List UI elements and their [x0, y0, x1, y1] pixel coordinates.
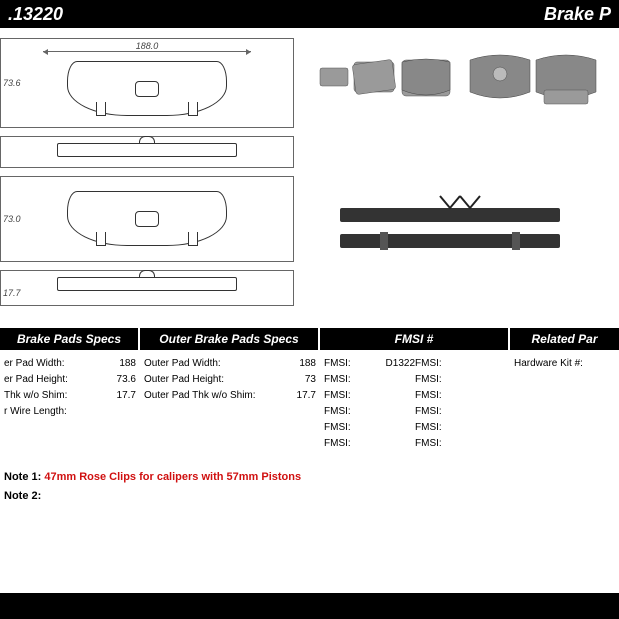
- fmsi-left-row: FMSI:: [324, 388, 415, 404]
- outer-spec-value: 17.7: [291, 388, 316, 404]
- header-related: Related Par: [510, 328, 619, 350]
- fmsi-right-value: [500, 372, 506, 388]
- inner-spec-value: [130, 404, 136, 420]
- part-number: .13220: [6, 4, 63, 25]
- bottom-bar: [0, 593, 619, 619]
- fmsi-left-row: FMSI:D1322: [324, 356, 415, 372]
- outer-spec-label: Outer Pad Thk w/o Shim:: [144, 388, 291, 404]
- outer-spec-row: Outer Pad Width:188: [144, 356, 316, 372]
- related-row: Hardware Kit #:: [514, 356, 615, 372]
- inner-spec-row: er Pad Height:73.6: [4, 372, 136, 388]
- inner-spec-value: 188: [113, 356, 136, 372]
- product-photo-svg: [310, 38, 610, 328]
- fmsi-right-row: FMSI:: [415, 404, 506, 420]
- fmsi-right-label: FMSI:: [415, 388, 500, 404]
- inner-spec-label: r Wire Length:: [4, 404, 130, 420]
- note-row: Note 1: 47mm Rose Clips for calipers wit…: [4, 468, 615, 487]
- pad-outline-2: [67, 191, 227, 246]
- outer-spec-row: Outer Pad Thk w/o Shim:17.7: [144, 388, 316, 404]
- main-content: 188.0 73.6 73.0 17.7: [0, 28, 619, 328]
- fmsi-right-value: [500, 404, 506, 420]
- fmsi-right-value: [500, 388, 506, 404]
- category-label: Brake P: [544, 4, 613, 25]
- outer-spec-value: 188: [293, 356, 316, 372]
- fmsi-right-label: FMSI:: [415, 356, 500, 372]
- fmsi-right-label: FMSI:: [415, 372, 500, 388]
- inner-specs-col: er Pad Width:188er Pad Height:73.6Thk w/…: [0, 350, 140, 458]
- diagram-pad-1: 188.0 73.6: [0, 38, 294, 128]
- side-view-2: [57, 277, 237, 291]
- dim-thickness: 17.7: [3, 288, 21, 298]
- technical-diagrams: 188.0 73.6 73.0 17.7: [0, 28, 300, 328]
- header-inner-specs: Brake Pads Specs: [0, 328, 140, 350]
- spec-body: er Pad Width:188er Pad Height:73.6Thk w/…: [0, 350, 619, 458]
- outer-spec-row: Outer Pad Height:73: [144, 372, 316, 388]
- fmsi-right-value: [500, 356, 506, 372]
- inner-spec-row: er Pad Width:188: [4, 356, 136, 372]
- fmsi-left-label: FMSI:: [324, 404, 409, 420]
- inner-spec-label: Thk w/o Shim:: [4, 388, 111, 404]
- related-label: Hardware Kit #:: [514, 356, 609, 372]
- fmsi-right-row: FMSI:: [415, 436, 506, 452]
- outer-spec-label: Outer Pad Height:: [144, 372, 299, 388]
- fmsi-left-label: FMSI:: [324, 436, 409, 452]
- fmsi-right-row: FMSI:: [415, 420, 506, 436]
- inner-spec-label: er Pad Width:: [4, 356, 113, 372]
- notes-section: Note 1: 47mm Rose Clips for calipers wit…: [0, 468, 619, 505]
- fmsi-left-label: FMSI:: [324, 388, 409, 404]
- fmsi-right-row: FMSI:: [415, 388, 506, 404]
- inner-spec-row: Thk w/o Shim:17.7: [4, 388, 136, 404]
- inner-spec-row: r Wire Length:: [4, 404, 136, 420]
- header-outer-specs: Outer Brake Pads Specs: [140, 328, 320, 350]
- note-row: Note 2:: [4, 487, 615, 506]
- note-text: 47mm Rose Clips for calipers with 57mm P…: [44, 471, 301, 483]
- fmsi-right-row: FMSI:: [415, 372, 506, 388]
- fmsi-left-row: FMSI:: [324, 436, 415, 452]
- fmsi-left-label: FMSI:: [324, 420, 409, 436]
- fmsi-left-label: FMSI:: [324, 356, 380, 372]
- inner-spec-label: er Pad Height:: [4, 372, 111, 388]
- diagram-side-2: 17.7: [0, 270, 294, 306]
- fmsi-left-label: FMSI:: [324, 372, 409, 388]
- diagram-side-1: [0, 136, 294, 168]
- dim-width-1: 188.0: [136, 41, 159, 51]
- dim-line-width: [43, 51, 251, 52]
- fmsi-left-row: FMSI:: [324, 372, 415, 388]
- fmsi-right-row: FMSI:: [415, 356, 506, 372]
- side-view-1: [57, 143, 237, 157]
- outer-spec-value: 73: [299, 372, 316, 388]
- header-fmsi: FMSI #: [320, 328, 510, 350]
- fmsi-col: FMSI:D1322FMSI:FMSI:FMSI:FMSI:FMSI: FMSI…: [320, 350, 510, 458]
- fmsi-left-value: D1322: [380, 356, 415, 372]
- product-photos: [300, 28, 619, 328]
- pad-outline-1: [67, 61, 227, 116]
- inner-spec-value: 17.7: [111, 388, 136, 404]
- fmsi-right-value: [500, 420, 506, 436]
- top-header-bar: .13220 Brake P: [0, 0, 619, 28]
- outer-specs-col: Outer Pad Width:188Outer Pad Height:73Ou…: [140, 350, 320, 458]
- note-label: Note 2:: [4, 490, 41, 502]
- spec-header-row: Brake Pads Specs Outer Brake Pads Specs …: [0, 328, 619, 350]
- diagram-pad-2: 73.0: [0, 176, 294, 262]
- fmsi-right-value: [500, 436, 506, 452]
- related-value: [609, 356, 615, 372]
- fmsi-right-label: FMSI:: [415, 436, 500, 452]
- outer-spec-label: Outer Pad Width:: [144, 356, 293, 372]
- fmsi-right-label: FMSI:: [415, 404, 500, 420]
- fmsi-left-row: FMSI:: [324, 404, 415, 420]
- inner-spec-value: 73.6: [111, 372, 136, 388]
- fmsi-right-label: FMSI:: [415, 420, 500, 436]
- related-col: Hardware Kit #:: [510, 350, 619, 458]
- note-label: Note 1:: [4, 471, 44, 483]
- fmsi-left-row: FMSI:: [324, 420, 415, 436]
